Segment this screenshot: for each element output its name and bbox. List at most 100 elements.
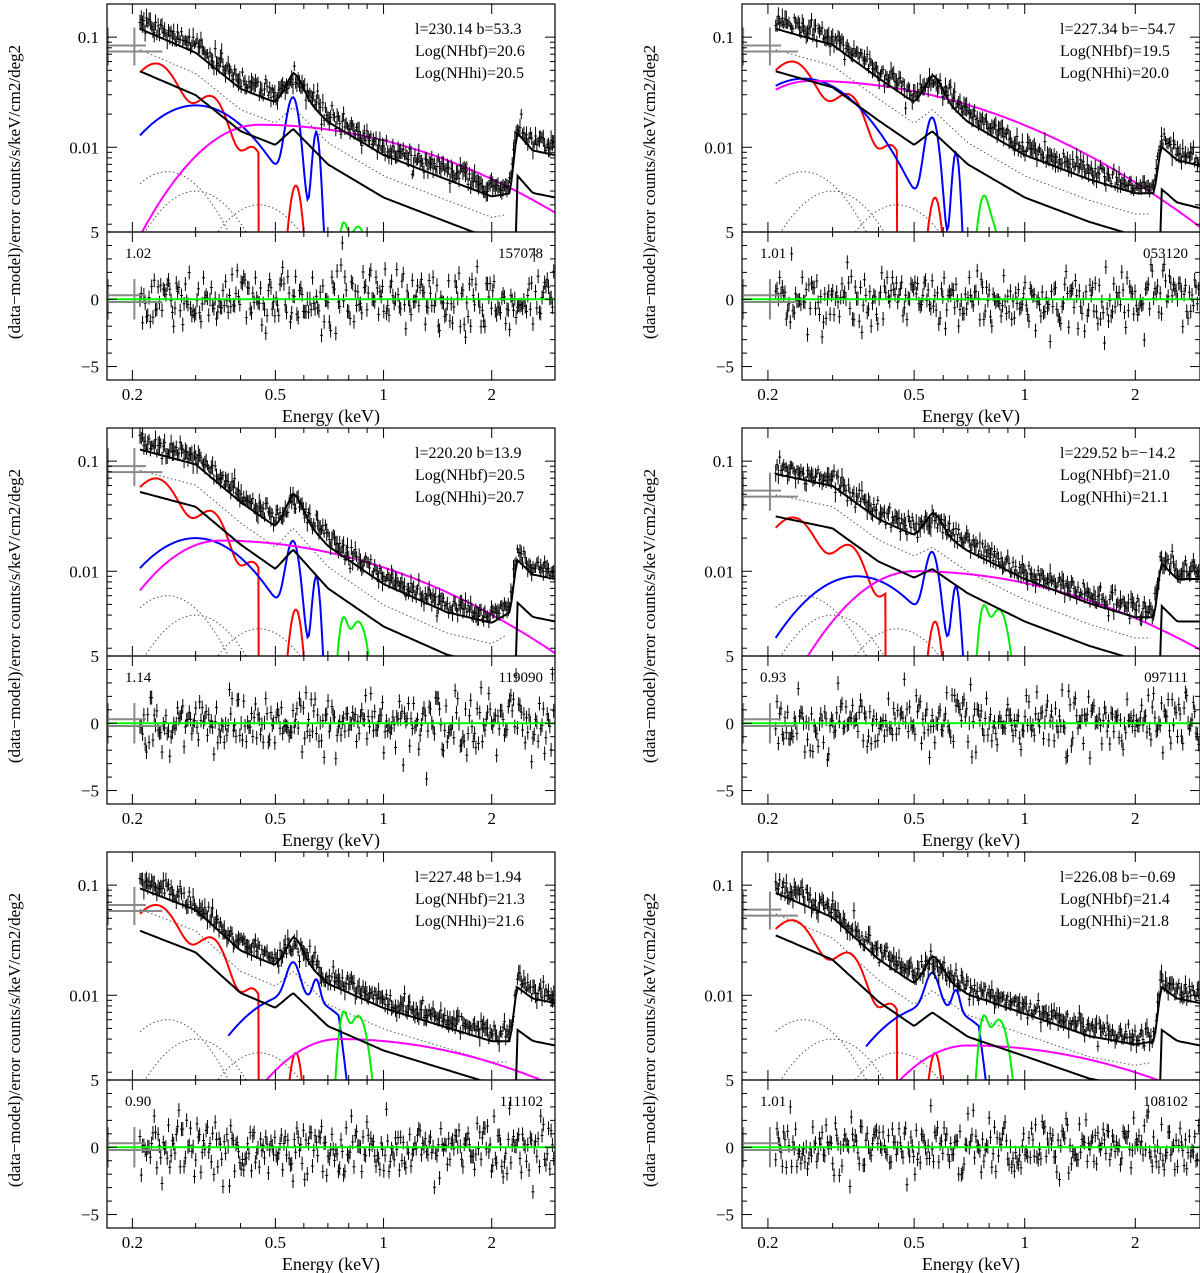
- obsid-label: 097111: [1144, 670, 1188, 686]
- x-tick-label: 0.5: [265, 385, 286, 404]
- x-tick-label: 2: [1131, 1233, 1140, 1252]
- dotted-component-3: [217, 1052, 301, 1080]
- panel-annotation: l=220.20 b=13.9: [415, 445, 522, 462]
- y-axis-label: (data−model)/error counts/s/keV/cm2/deg2: [5, 469, 24, 763]
- obsid-label: 119090: [499, 670, 543, 686]
- red-component-curve: [139, 903, 303, 1080]
- residual-tick-label: −5: [81, 1206, 99, 1225]
- x-tick-label: 2: [487, 1233, 496, 1252]
- panel-annotation: Log(NHhi)=21.6: [415, 913, 524, 930]
- continuum-model-curve: [775, 934, 1200, 1080]
- dotted-component-3: [854, 628, 941, 656]
- y-tick-label: 0.1: [713, 28, 734, 47]
- y-axis-label: (data−model)/error counts/s/keV/cm2/deg2: [640, 45, 659, 339]
- y-tick-label: 0.01: [69, 986, 99, 1005]
- dotted-component-3: [217, 628, 301, 656]
- dotted-component-2: [780, 190, 885, 232]
- blue-component-curve: [139, 537, 325, 656]
- magenta-component-curve: [265, 1038, 544, 1080]
- residual-tick-label: 5: [91, 1071, 100, 1090]
- panel-annotation: Log(NHhi)=20.5: [415, 65, 524, 82]
- red-component-curve: [775, 60, 943, 232]
- y-tick-label: 0.01: [704, 986, 734, 1005]
- panel-middle-left: 0.2 0.5 1 2 Energy (keV) 0.1 0.01 5 0 −5 l=220.20 …: [5, 427, 556, 851]
- dotted-component-3: [854, 204, 941, 232]
- blue-component-curve: [139, 96, 326, 232]
- x-tick-label: 1: [379, 1233, 388, 1252]
- residual-tick-label: 0: [726, 290, 735, 309]
- total-model-curve: [139, 887, 555, 1043]
- x-tick-label: 0.2: [757, 385, 778, 404]
- green-component-curve: [974, 1014, 1014, 1080]
- y-axis-label: (data−model)/error counts/s/keV/cm2/deg2: [640, 469, 659, 763]
- dotted-component-2: [780, 614, 885, 656]
- chi2-label: 1.02: [125, 246, 151, 262]
- dotted-component-2: [144, 1038, 247, 1080]
- dotted-component-1: [139, 595, 230, 656]
- y-tick-label: 0.1: [713, 452, 734, 471]
- dotted-component-2: [144, 190, 247, 232]
- x-tick-label: 1: [379, 809, 388, 828]
- y-tick-label: 0.01: [704, 562, 734, 581]
- panel-annotation: l=230.14 b=53.3: [415, 21, 522, 38]
- magenta-component-curve: [139, 539, 555, 655]
- y-axis-label: (data−model)/error counts/s/keV/cm2/deg2: [640, 893, 659, 1187]
- x-tick-label: 0.5: [265, 1233, 286, 1252]
- x-axis-label: Energy (keV): [922, 1254, 1020, 1273]
- x-tick-label: 0.5: [903, 809, 924, 828]
- residual-tick-label: 0: [91, 714, 100, 733]
- red-component-curve: [139, 477, 305, 656]
- chi2-label: 0.90: [125, 1094, 151, 1110]
- green-component-curve: [336, 616, 370, 656]
- blue-component-curve: [774, 550, 965, 656]
- dotted-component-3: [854, 1052, 941, 1080]
- magenta-component-curve: [806, 570, 1200, 656]
- panel-annotation: Log(NHbf)=21.4: [1060, 891, 1170, 908]
- panel-bottom-right: 0.2 0.5 1 2 Energy (keV) 0.1 0.01 5 0 −5 l=226.08 …: [640, 851, 1200, 1273]
- panel-annotation: Log(NHbf)=20.5: [415, 467, 525, 484]
- red-component-curve: [774, 516, 943, 656]
- y-axis-label: (data−model)/error counts/s/keV/cm2/deg2: [5, 45, 24, 339]
- panel-annotation: Log(NHbf)=21.3: [415, 891, 525, 908]
- panel-annotation: l=226.08 b=−0.69: [1060, 869, 1176, 886]
- panel-middle-right: 0.2 0.5 1 2 Energy (keV) 0.1 0.01 5 0 −5 l=229.52 …: [640, 427, 1200, 851]
- y-tick-label: 0.01: [704, 138, 734, 157]
- continuum-model-curve: [775, 70, 1200, 232]
- x-tick-label: 2: [1131, 385, 1140, 404]
- panel-top-left: 0.2 0.5 1 2 Energy (keV) 0.1 0.01 5 0 −5 l=230.14 …: [5, 3, 556, 427]
- green-component-curve: [334, 1010, 374, 1080]
- dotted-component-1: [139, 1019, 230, 1080]
- residual-tick-label: 0: [91, 290, 100, 309]
- continuum-model-curve: [775, 515, 1200, 656]
- x-axis-label: Energy (keV): [282, 406, 380, 427]
- residual-tick-label: −5: [716, 782, 734, 801]
- dotted-component-1: [775, 171, 867, 232]
- y-axis-label: (data−model)/error counts/s/keV/cm2/deg2: [5, 893, 24, 1187]
- residual-tick-label: 5: [726, 223, 735, 242]
- y-tick-label: 0.01: [69, 138, 99, 157]
- chi2-label: 1.01: [760, 1094, 786, 1110]
- residual-tick-label: −5: [716, 1206, 734, 1225]
- panel-annotation: Log(NHhi)=21.1: [1060, 489, 1169, 506]
- blue-component-curve: [865, 971, 987, 1080]
- residual-frame: [106, 655, 556, 805]
- spectrum-frame: [106, 851, 556, 1081]
- panel-annotation: Log(NHhi)=20.0: [1060, 65, 1169, 82]
- x-tick-label: 1: [379, 385, 388, 404]
- obsid-label: 053120: [1143, 246, 1188, 262]
- panel-bottom-left: 0.2 0.5 1 2 Energy (keV) 0.1 0.01 5 0 −5 l=227.48 …: [5, 851, 556, 1273]
- panel-annotation: l=227.34 b=−54.7: [1060, 21, 1176, 38]
- continuum-model-curve: [139, 491, 555, 656]
- residual-tick-label: −5: [81, 358, 99, 377]
- x-tick-label: 0.2: [122, 1233, 143, 1252]
- residual-tick-label: −5: [81, 782, 99, 801]
- panel-annotation: Log(NHbf)=19.5: [1060, 43, 1170, 60]
- x-tick-label: 1: [1020, 385, 1029, 404]
- panel-annotation: l=229.52 b=−14.2: [1060, 445, 1176, 462]
- panel-annotation: Log(NHbf)=21.0: [1060, 467, 1170, 484]
- x-tick-label: 0.2: [757, 1233, 778, 1252]
- residual-frame: [106, 1079, 556, 1229]
- x-tick-label: 0.5: [903, 385, 924, 404]
- residual-frame: [741, 1079, 1200, 1229]
